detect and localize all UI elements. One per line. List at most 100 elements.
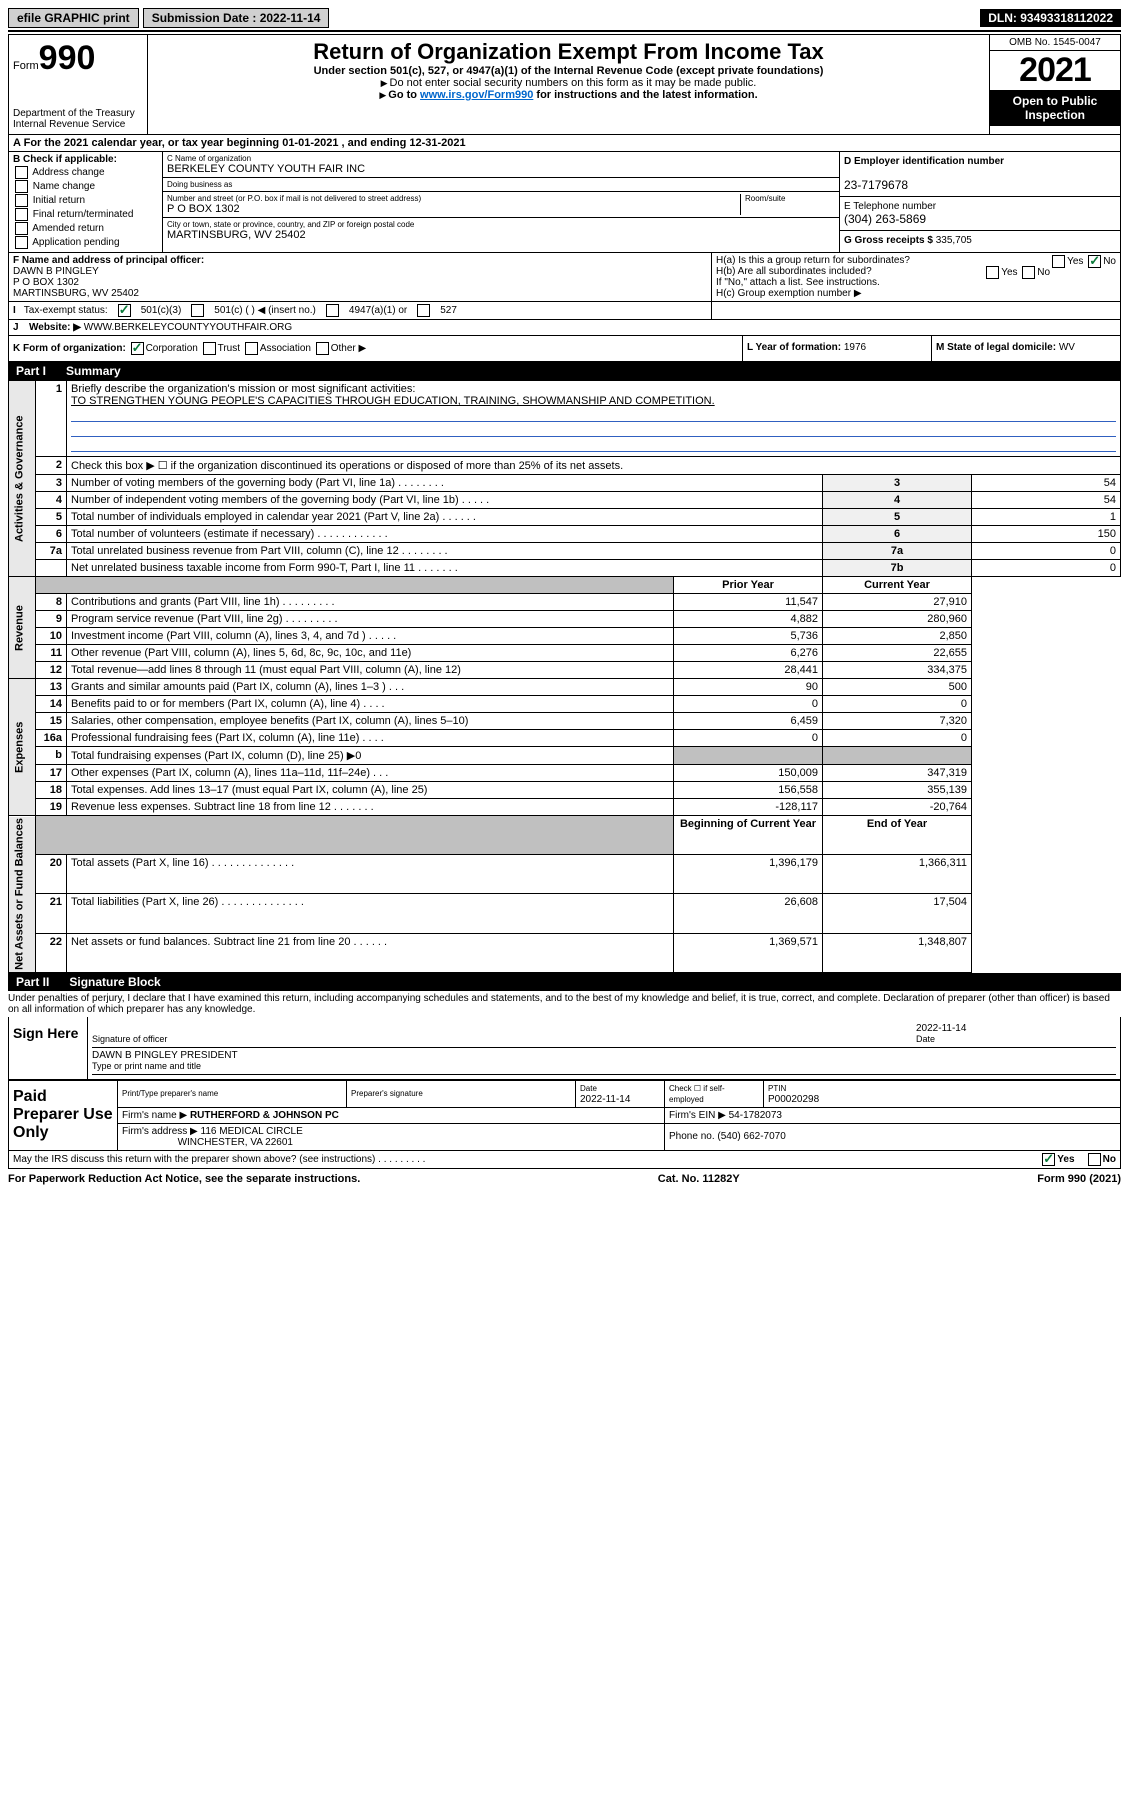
- table-row: 22Net assets or fund balances. Subtract …: [9, 933, 1121, 972]
- column-de: D Employer identification number 23-7179…: [839, 152, 1120, 252]
- table-row: 10Investment income (Part VIII, column (…: [9, 628, 1121, 645]
- table-row: 4Number of independent voting members of…: [9, 492, 1121, 509]
- vtab-net-assets: Net Assets or Fund Balances: [9, 816, 36, 973]
- firm-phone: (540) 662-7070: [717, 1131, 785, 1142]
- ha-yes[interactable]: [1052, 255, 1065, 268]
- submission-date-button[interactable]: Submission Date : 2022-11-14: [143, 8, 330, 28]
- table-row: 9Program service revenue (Part VIII, lin…: [9, 611, 1121, 628]
- subtitle-3: Go to www.irs.gov/Form990 for instructio…: [152, 89, 985, 101]
- officer-name: DAWN B PINGLEY: [13, 266, 99, 277]
- table-row: 16aProfessional fundraising fees (Part I…: [9, 730, 1121, 747]
- city-label: City or town, state or province, country…: [167, 220, 835, 229]
- part-i-header: Part I Summary: [8, 362, 1121, 380]
- table-row: 19Revenue less expenses. Subtract line 1…: [9, 799, 1121, 816]
- officer-label: F Name and address of principal officer:: [13, 255, 204, 266]
- vtab-governance: Activities & Governance: [9, 381, 36, 577]
- row-j: J Website: ▶ WWW.BERKELEYCOUNTYYOUTHFAIR…: [8, 320, 1121, 336]
- vtab-expenses: Expenses: [9, 679, 36, 816]
- officer-addr2: MARTINSBURG, WV 25402: [13, 288, 139, 299]
- chk-name-change[interactable]: Name change: [13, 180, 158, 193]
- h-a: H(a) Is this a group return for subordin…: [716, 255, 1116, 266]
- chk-corporation[interactable]: [131, 342, 144, 355]
- table-row: Net unrelated business taxable income fr…: [9, 560, 1121, 577]
- chk-other[interactable]: [316, 342, 329, 355]
- signature-block: Sign Here Signature of officer 2022-11-1…: [8, 1017, 1121, 1080]
- vtab-revenue: Revenue: [9, 577, 36, 679]
- subtitle-2: Do not enter social security numbers on …: [152, 77, 985, 89]
- chk-4947[interactable]: [326, 304, 339, 317]
- chk-association[interactable]: [245, 342, 258, 355]
- footer: For Paperwork Reduction Act Notice, see …: [8, 1169, 1121, 1189]
- chk-initial-return[interactable]: Initial return: [13, 194, 158, 207]
- summary-table: Activities & Governance 1 Briefly descri…: [8, 380, 1121, 973]
- chk-application-pending[interactable]: Application pending: [13, 236, 158, 249]
- chk-527[interactable]: [417, 304, 430, 317]
- tax-year: 2021: [990, 51, 1120, 90]
- chk-address-change[interactable]: Address change: [13, 166, 158, 179]
- ptin-value: P00020298: [768, 1094, 819, 1105]
- preparer-date: 2022-11-14: [580, 1094, 630, 1105]
- footer-right: Form 990 (2021): [1037, 1173, 1121, 1185]
- entity-block: B Check if applicable: Address change Na…: [8, 152, 1121, 253]
- table-row: 7aTotal unrelated business revenue from …: [9, 543, 1121, 560]
- chk-501c3[interactable]: [118, 304, 131, 317]
- org-name-label: C Name of organization: [167, 154, 835, 163]
- org-name: BERKELEY COUNTY YOUTH FAIR INC: [167, 163, 835, 175]
- footer-mid: Cat. No. 11282Y: [658, 1173, 740, 1185]
- sign-date: 2022-11-14: [916, 1023, 966, 1034]
- dept-label: Department of the Treasury: [13, 108, 143, 119]
- h-b-note: If "No," attach a list. See instructions…: [716, 277, 1116, 288]
- mission-label: Briefly describe the organization's miss…: [71, 383, 415, 395]
- ha-no[interactable]: [1088, 255, 1101, 268]
- table-row: 18Total expenses. Add lines 13–17 (must …: [9, 782, 1121, 799]
- dba-label: Doing business as: [167, 180, 835, 189]
- hb-yes[interactable]: [986, 266, 999, 279]
- table-row: 11Other revenue (Part VIII, column (A), …: [9, 645, 1121, 662]
- column-b: B Check if applicable: Address change Na…: [9, 152, 163, 252]
- chk-final-return[interactable]: Final return/terminated: [13, 208, 158, 221]
- row-i: I Tax-exempt status: 501(c)(3) 501(c) ( …: [8, 302, 1121, 320]
- table-row: 20Total assets (Part X, line 16) . . . .…: [9, 855, 1121, 894]
- chk-trust[interactable]: [203, 342, 216, 355]
- form-header: Form990 Department of the Treasury Inter…: [8, 34, 1121, 135]
- table-row: 21Total liabilities (Part X, line 26) . …: [9, 894, 1121, 933]
- table-row: 17Other expenses (Part IX, column (A), l…: [9, 765, 1121, 782]
- line-2: Check this box ▶ ☐ if the organization d…: [67, 457, 1121, 475]
- firm-address: 116 MEDICAL CIRCLE: [201, 1126, 303, 1137]
- column-c: C Name of organization BERKELEY COUNTY Y…: [163, 152, 839, 252]
- form-title: Return of Organization Exempt From Incom…: [152, 39, 985, 65]
- mission-text: TO STRENGTHEN YOUNG PEOPLE'S CAPACITIES …: [71, 395, 715, 407]
- chk-amended-return[interactable]: Amended return: [13, 222, 158, 235]
- city-value: MARTINSBURG, WV 25402: [167, 229, 835, 241]
- footer-left: For Paperwork Reduction Act Notice, see …: [8, 1173, 360, 1185]
- line-a: A For the 2021 calendar year, or tax yea…: [8, 135, 1121, 152]
- street-label: Number and street (or P.O. box if mail i…: [167, 194, 736, 203]
- efile-graphic-button[interactable]: efile GRAPHIC print: [8, 8, 139, 28]
- table-row: 14Benefits paid to or for members (Part …: [9, 696, 1121, 713]
- form-label: Form990: [13, 39, 143, 78]
- col-prior-year: Prior Year: [674, 577, 823, 594]
- gross-receipts-label: G Gross receipts $: [844, 235, 933, 246]
- table-row: 15Salaries, other compensation, employee…: [9, 713, 1121, 730]
- self-employed-check[interactable]: Check ☐ if self-employed: [669, 1084, 725, 1104]
- website-value: WWW.BERKELEYCOUNTYYOUTHFAIR.ORG: [84, 322, 292, 333]
- hb-no[interactable]: [1022, 266, 1035, 279]
- phone-label: E Telephone number: [844, 201, 936, 212]
- table-row: 5Total number of individuals employed in…: [9, 509, 1121, 526]
- irs-link[interactable]: www.irs.gov/Form990: [420, 89, 533, 101]
- street-value: P O BOX 1302: [167, 203, 736, 215]
- firm-ein: 54-1782073: [729, 1110, 782, 1121]
- chk-501c[interactable]: [191, 304, 204, 317]
- discuss-no[interactable]: [1088, 1153, 1101, 1166]
- officer-addr1: P O BOX 1302: [13, 277, 79, 288]
- table-row: 6Total number of volunteers (estimate if…: [9, 526, 1121, 543]
- discuss-yes[interactable]: [1042, 1153, 1055, 1166]
- table-row: 12Total revenue—add lines 8 through 11 (…: [9, 662, 1121, 679]
- col-beginning-year: Beginning of Current Year: [674, 816, 823, 855]
- paid-preparer-label: Paid Preparer Use Only: [9, 1080, 118, 1150]
- sign-here-label: Sign Here: [9, 1017, 88, 1079]
- discuss-row: May the IRS discuss this return with the…: [8, 1151, 1121, 1169]
- gross-receipts-value: 335,705: [936, 235, 972, 246]
- year-formation: 1976: [844, 342, 866, 353]
- open-public-badge: Open to Public Inspection: [990, 90, 1120, 126]
